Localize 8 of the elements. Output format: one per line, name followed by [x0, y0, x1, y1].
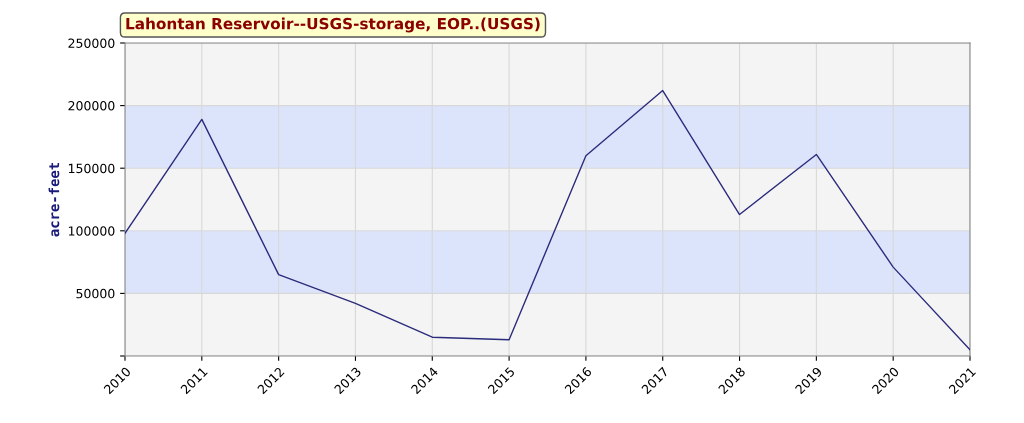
y-tick-label: 200000 [68, 101, 115, 111]
y-tick-label: 50000 [76, 288, 115, 299]
chart-title: Lahontan Reservoir--USGS-storage, EOP..(USGS) [126, 17, 540, 33]
y-tick-label: 150000 [68, 163, 115, 174]
y-tick-label: 100000 [68, 226, 115, 236]
line-series [125, 89, 970, 351]
y-tick-label: 250000 [68, 38, 115, 48]
y-axis-title: acre-feet [48, 162, 60, 237]
